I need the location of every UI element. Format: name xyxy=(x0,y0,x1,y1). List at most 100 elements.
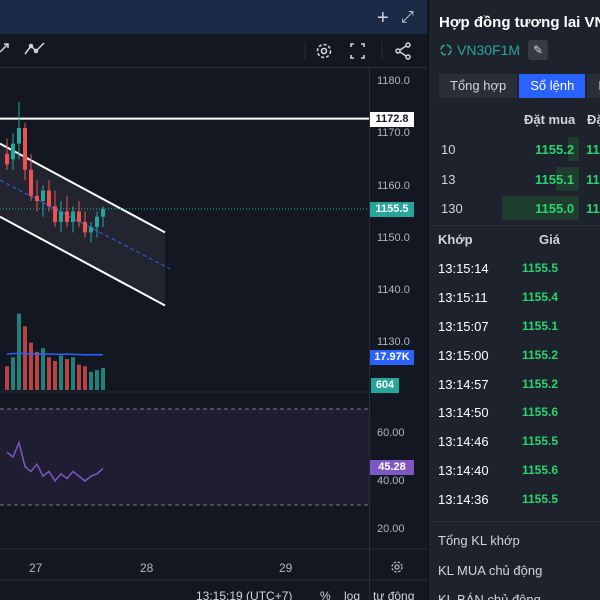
trade-row: 13:15:07 1155.1 xyxy=(429,311,600,340)
trade-row: 13:14:57 1155.2 xyxy=(429,369,600,398)
trade-price: 1155.2 xyxy=(522,377,559,391)
tab-orderbook[interactable]: Sổ lệnh xyxy=(519,74,586,98)
candle-body xyxy=(11,143,15,160)
volume-bar xyxy=(41,348,45,390)
channel-fill xyxy=(0,143,165,306)
candle xyxy=(71,206,75,233)
hline-price-badge: 1172.8 xyxy=(370,112,414,127)
edit-symbol-button[interactable]: ✎ xyxy=(528,40,549,60)
recycle-icon xyxy=(440,44,452,56)
trade-time: 13:14:40 xyxy=(438,463,489,478)
price-axis[interactable] xyxy=(369,68,427,600)
candle xyxy=(23,122,27,181)
volume-bar xyxy=(77,364,81,390)
panel-title: Hợp đồng tương lai VN30F1M xyxy=(439,14,600,31)
trade-price: 1155.6 xyxy=(522,463,559,477)
ask-price[interactable]: 1155.7 xyxy=(586,201,600,216)
volume-bar xyxy=(101,368,105,390)
trade-price: 1155.2 xyxy=(522,348,559,362)
volume-bar xyxy=(83,366,87,390)
settings-icon[interactable] xyxy=(391,561,403,573)
candle xyxy=(5,138,9,170)
rsi-tick: 60.00 xyxy=(377,427,405,439)
candlestick-series xyxy=(5,101,105,243)
volume-bar xyxy=(5,366,9,390)
tab-summary[interactable]: Tổng hợp xyxy=(439,74,518,98)
volume-bar xyxy=(29,342,33,390)
active-buy-volume-label: KL MUA chủ động xyxy=(438,563,543,578)
trade-price: 1155.5 xyxy=(522,434,559,448)
market-panel: Hợp đồng tương lai VN30F1M VN30F1M ✎ Tổn… xyxy=(428,0,600,600)
depth-bar xyxy=(556,167,579,191)
active-sell-volume-label: KL BÁN chủ động xyxy=(438,592,541,600)
volume-bar xyxy=(17,313,21,390)
ask-price[interactable]: 1155.5 xyxy=(586,142,600,157)
volume-bar xyxy=(59,355,63,390)
volume-ma-badge: 17.97K xyxy=(370,350,414,365)
log-scale-button[interactable]: log xyxy=(344,589,361,600)
orderbook-ask-header: Đặt bán xyxy=(587,112,600,127)
price-tick: 1150.0 xyxy=(377,232,410,244)
bid-volume: 13 xyxy=(441,172,456,187)
volume-bar xyxy=(23,326,27,390)
trade-row: 13:14:50 1155.6 xyxy=(429,397,600,426)
add-chart-button[interactable]: + xyxy=(377,8,389,28)
volume-bar xyxy=(95,370,99,390)
symbol-label[interactable]: VN30F1M xyxy=(457,42,521,58)
plus-icon: + xyxy=(377,7,389,29)
candle xyxy=(89,221,93,243)
orderbook-row: 10 1155.2 1155.5 xyxy=(429,135,600,163)
trade-row: 13:15:00 1155.2 xyxy=(429,340,600,369)
gear-icon[interactable] xyxy=(316,43,332,59)
candle xyxy=(53,190,57,228)
channel-lower-line xyxy=(0,215,166,307)
trade-price: 1155.6 xyxy=(522,405,559,419)
date-tick: 27 xyxy=(29,561,43,575)
bid-price[interactable]: 1155.2 xyxy=(535,142,575,157)
candle-body xyxy=(53,206,57,222)
auto-scale-button[interactable]: tự động xyxy=(373,589,415,600)
trade-time: 13:14:50 xyxy=(438,405,489,420)
candle-body xyxy=(23,127,27,170)
expand-window-button[interactable]: ⤢ xyxy=(401,8,414,28)
chart-header xyxy=(0,0,427,34)
bid-volume: 10 xyxy=(441,142,456,157)
volume-bar xyxy=(53,360,57,390)
rsi-line xyxy=(6,440,104,483)
trade-time: 13:14:36 xyxy=(438,492,489,507)
trend-icon[interactable] xyxy=(24,42,45,55)
channel-upper-line xyxy=(0,142,166,234)
trades-price-header: Giá xyxy=(539,232,560,247)
bid-price[interactable]: 1155.0 xyxy=(535,201,575,216)
percent-scale-button[interactable]: % xyxy=(320,589,331,600)
chart-canvas[interactable] xyxy=(0,0,427,600)
candle xyxy=(47,180,51,212)
trade-time: 13:14:46 xyxy=(438,434,489,449)
chart-toolbar xyxy=(0,34,427,68)
candle xyxy=(29,154,33,202)
channel-mid-line xyxy=(0,179,171,270)
volume-bar xyxy=(47,357,51,390)
candle-body xyxy=(29,169,33,196)
rsi-badge: 45.28 xyxy=(370,460,414,475)
date-tick: 28 xyxy=(140,561,154,575)
symbol-row: VN30F1M ✎ xyxy=(439,40,549,60)
fullscreen-icon[interactable] xyxy=(350,43,365,59)
trade-time: 13:15:07 xyxy=(438,319,489,334)
bid-price[interactable]: 1155.1 xyxy=(535,172,575,187)
parallel-channel[interactable] xyxy=(0,142,171,307)
crosshair-icon[interactable] xyxy=(0,43,9,53)
trade-price: 1155.1 xyxy=(522,319,559,333)
candle-body xyxy=(47,190,51,207)
ask-price[interactable]: 1155.6 xyxy=(586,172,600,187)
share-icon[interactable] xyxy=(395,42,411,60)
price-tick: 1170.0 xyxy=(377,127,410,139)
candle xyxy=(83,211,87,238)
chart-pane[interactable]: + ⤢ xyxy=(0,0,427,600)
price-tick: 1130.0 xyxy=(377,336,410,348)
volume-badge: 604 xyxy=(371,378,399,393)
candle-body xyxy=(71,211,75,222)
tab-buy-sell[interactable]: Mua/Bán xyxy=(587,74,600,98)
volume-bar xyxy=(89,371,93,390)
candle xyxy=(41,185,45,217)
